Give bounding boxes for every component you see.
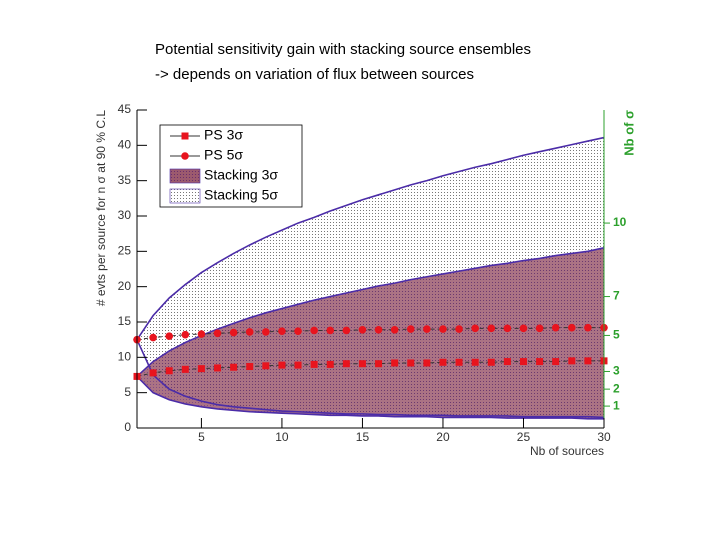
marker [503, 358, 511, 366]
y-tick-label: 20 [118, 279, 132, 293]
marker [262, 362, 270, 370]
legend-marker [181, 152, 189, 160]
marker [230, 363, 238, 371]
marker [568, 357, 576, 365]
band-edge [136, 136, 605, 341]
marker [326, 360, 334, 368]
marker [487, 324, 496, 333]
y-tick-label: 30 [118, 208, 132, 222]
marker [245, 328, 254, 336]
legend-label: Stacking 5σ [204, 187, 278, 203]
marker [326, 326, 335, 335]
marker [278, 327, 286, 335]
y-tick-label: 15 [118, 314, 132, 328]
marker [165, 332, 174, 340]
marker [423, 325, 431, 333]
y2-axis-label: Nb of σ [621, 110, 636, 156]
band-edge [136, 339, 605, 419]
marker [519, 358, 527, 366]
marker [535, 324, 544, 333]
x-tick-label: 20 [436, 430, 450, 444]
marker [214, 364, 222, 372]
y2-tick-label: 2 [613, 381, 620, 395]
marker [584, 323, 592, 332]
marker [471, 358, 479, 366]
marker [197, 330, 206, 338]
marker [197, 365, 205, 373]
y2-tick-label: 7 [613, 289, 620, 303]
marker [503, 324, 512, 333]
marker [552, 358, 560, 366]
y2-tick-label: 5 [613, 328, 620, 342]
x-tick-label: 25 [517, 430, 531, 444]
legend-swatch [169, 188, 201, 204]
marker [181, 330, 190, 339]
chart-title: Potential sensitivity gain with stacking… [155, 41, 531, 58]
y-tick-label: 45 [118, 102, 132, 116]
marker [246, 363, 254, 371]
x-tick-label: 30 [597, 430, 611, 444]
marker [536, 358, 544, 366]
marker [584, 357, 592, 365]
y2-tick-label: 3 [613, 364, 620, 378]
y-tick-label: 10 [118, 350, 132, 364]
band-edge [136, 247, 605, 378]
band-edge [136, 375, 604, 420]
marker [213, 329, 222, 338]
marker [294, 327, 302, 335]
chart-subtitle: -> depends on variation of flux between … [155, 66, 474, 83]
marker [342, 326, 351, 335]
legend-marker [181, 132, 189, 140]
marker [551, 323, 560, 332]
x-axis-label: Nb of sources [530, 444, 604, 458]
y-tick-label: 25 [118, 244, 132, 258]
marker [342, 360, 350, 368]
marker [439, 325, 447, 333]
marker [455, 358, 463, 366]
marker [390, 325, 399, 334]
marker [455, 325, 463, 333]
legend-label: Stacking 3σ [204, 167, 278, 183]
marker [439, 358, 447, 366]
legend-label: PS 3σ [204, 127, 243, 143]
marker [406, 325, 415, 333]
marker [181, 365, 189, 373]
marker [567, 323, 576, 332]
legend-label: PS 5σ [204, 147, 243, 163]
x-tick-label: 15 [356, 430, 370, 444]
marker [358, 360, 366, 368]
marker [407, 359, 415, 367]
marker [310, 326, 318, 335]
marker [391, 359, 399, 367]
marker [262, 328, 270, 336]
y2-tick-label: 10 [613, 215, 627, 229]
y-tick-label: 5 [124, 385, 131, 399]
marker [487, 358, 495, 366]
marker [375, 360, 383, 368]
marker [471, 324, 479, 333]
y2-tick-label: 1 [613, 398, 620, 412]
marker [165, 367, 173, 375]
marker [519, 324, 528, 333]
band-fill [137, 247, 604, 419]
y-tick-label: 0 [124, 420, 131, 434]
marker [374, 325, 383, 334]
x-tick-label: 5 [198, 430, 205, 444]
marker [229, 328, 238, 337]
marker [423, 359, 431, 367]
marker [358, 325, 367, 334]
marker [149, 333, 157, 342]
marker [310, 360, 318, 368]
y-axis-label: # evts per source for n σ at 90 % C.L [94, 110, 108, 306]
x-tick-label: 10 [275, 430, 289, 444]
marker [149, 369, 157, 377]
marker [278, 361, 286, 369]
y-tick-label: 40 [118, 138, 132, 152]
legend-swatch [169, 168, 201, 184]
marker [294, 361, 302, 369]
y-tick-label: 35 [118, 173, 132, 187]
